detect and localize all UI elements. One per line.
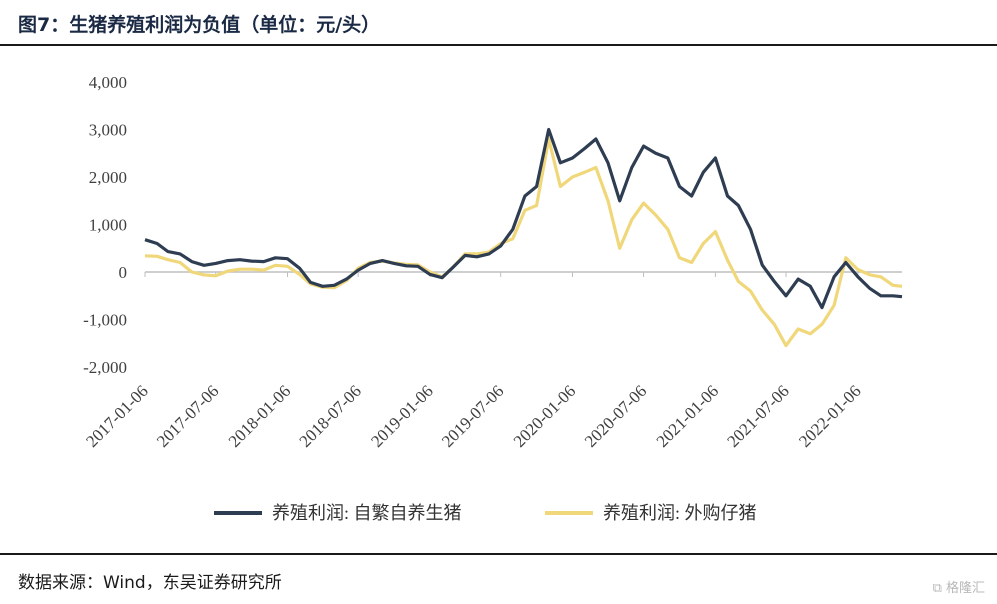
line-chart: -2,000 -1,000 0 1,000 2,000 3,000 4,000 2017-0… xyxy=(82,73,903,523)
series-line-self-breeding xyxy=(144,127,903,310)
y-tick-label: 4,000 xyxy=(89,73,127,92)
legend: 养殖利润: 自繁自养生猪 养殖利润: 外购仔猪 xyxy=(214,502,757,523)
y-tick-label: 1,000 xyxy=(89,216,127,235)
y-tick-label: 3,000 xyxy=(89,121,127,140)
bottom-rule xyxy=(0,553,997,555)
figure-title: 图7：生猪养殖利润为负值（单位：元/头） xyxy=(18,14,381,36)
x-tick-label: 2019-01-06 xyxy=(367,381,437,451)
source-note: 数据来源：Wind，东吴证券研究所 xyxy=(18,573,282,593)
x-tick-label: 2018-01-06 xyxy=(225,381,295,451)
x-tick-label: 2018-07-06 xyxy=(295,381,365,451)
watermark-logo: ⧉ 格隆汇 xyxy=(932,581,985,596)
y-tick-label: -1,000 xyxy=(83,311,127,330)
y-tick-label: 2,000 xyxy=(89,168,127,187)
x-tick-label: 2020-01-06 xyxy=(510,381,580,451)
x-tick-label: 2017-07-06 xyxy=(153,381,223,451)
x-tick-label: 2019-07-06 xyxy=(438,381,508,451)
watermark-text: 格隆汇 xyxy=(945,581,985,596)
x-tick-label: 2021-01-06 xyxy=(653,381,723,451)
x-tick-label: 2020-07-06 xyxy=(581,381,651,451)
y-axis: -2,000 -1,000 0 1,000 2,000 3,000 4,000 xyxy=(83,73,127,377)
x-tick-label: 2021-07-06 xyxy=(723,381,793,451)
x-axis: 2017-01-06 2017-07-06 2018-01-06 2018-07-06… xyxy=(82,272,865,451)
top-rule xyxy=(0,44,997,46)
y-tick-label: -2,000 xyxy=(83,358,127,377)
legend-label-purchased-piglet: 养殖利润: 外购仔猪 xyxy=(603,502,757,523)
y-tick-label: 0 xyxy=(119,263,128,282)
x-tick-label: 2022-01-06 xyxy=(795,381,865,451)
x-tick-label: 2017-01-06 xyxy=(82,381,152,451)
legend-label-self-breeding: 养殖利润: 自繁自养生猪 xyxy=(272,502,462,523)
series-line-purchased-piglet xyxy=(144,137,903,348)
